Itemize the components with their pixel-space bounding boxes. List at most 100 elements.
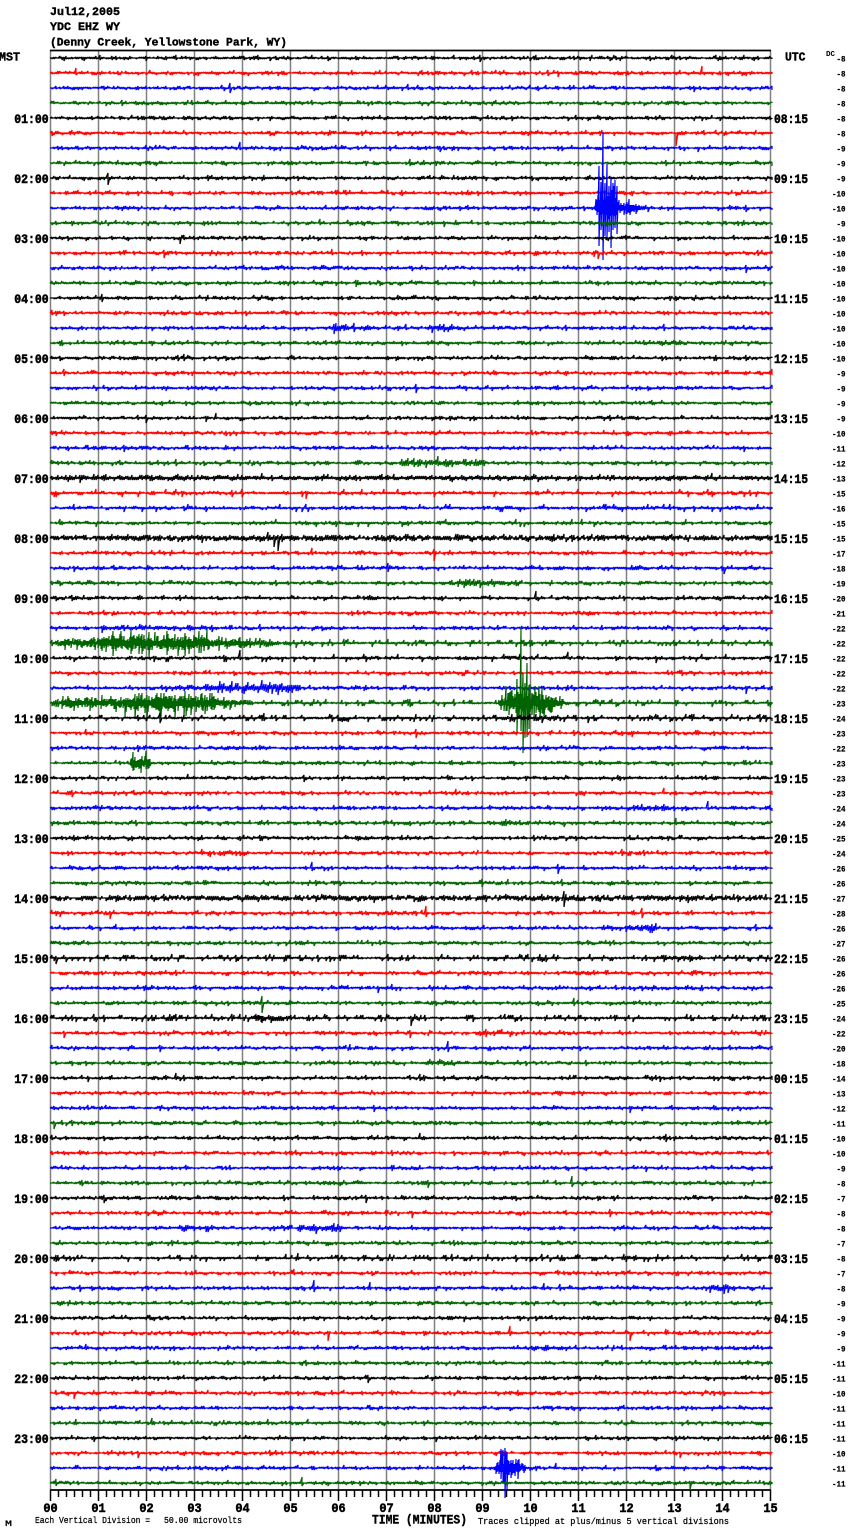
svg-text:-11: -11	[832, 445, 846, 455]
svg-text:-20: -20	[832, 1045, 846, 1055]
svg-text:-9: -9	[837, 160, 846, 170]
svg-text:02:15: 02:15	[774, 1193, 808, 1207]
svg-text:-8: -8	[837, 1210, 846, 1220]
svg-text:-22: -22	[832, 655, 846, 665]
svg-text:04:15: 04:15	[774, 1313, 808, 1327]
svg-text:-9: -9	[837, 145, 846, 155]
svg-text:-8: -8	[837, 1255, 846, 1265]
svg-text:-13: -13	[832, 475, 846, 485]
svg-text:-8: -8	[837, 85, 846, 95]
svg-text:12:00: 12:00	[14, 773, 49, 787]
svg-text:22:15: 22:15	[774, 953, 808, 967]
svg-text:-26: -26	[832, 925, 846, 935]
svg-text:20:00: 20:00	[14, 1253, 49, 1267]
svg-text:-10: -10	[832, 295, 846, 305]
svg-text:-9: -9	[837, 175, 846, 185]
svg-text:MST: MST	[0, 52, 20, 65]
svg-text:21:15: 21:15	[774, 893, 808, 907]
svg-text:-10: -10	[832, 430, 846, 440]
svg-text:-8: -8	[837, 1285, 846, 1295]
svg-text:10:00: 10:00	[14, 653, 49, 667]
svg-text:-25: -25	[832, 835, 846, 845]
svg-text:10: 10	[523, 1502, 537, 1516]
svg-text:16:15: 16:15	[774, 593, 808, 607]
svg-text:-8: -8	[837, 70, 846, 80]
svg-text:-24: -24	[832, 805, 846, 815]
svg-text:-9: -9	[837, 370, 846, 380]
svg-text:-28: -28	[832, 910, 846, 920]
svg-text:-10: -10	[832, 325, 846, 335]
svg-text:06:15: 06:15	[774, 1433, 808, 1447]
svg-text:-22: -22	[832, 625, 846, 635]
svg-text:-23: -23	[832, 790, 846, 800]
svg-text:-10: -10	[832, 190, 846, 200]
svg-text:-11: -11	[832, 1480, 846, 1490]
svg-text:-11: -11	[832, 1405, 846, 1415]
svg-text:07:00: 07:00	[14, 473, 49, 487]
svg-text:-9: -9	[837, 400, 846, 410]
svg-text:-24: -24	[832, 715, 846, 725]
svg-text:15:15: 15:15	[774, 533, 808, 547]
svg-text:23:15: 23:15	[774, 1013, 808, 1027]
svg-text:-11: -11	[832, 1435, 846, 1445]
svg-text:Each Vertical Division =: Each Vertical Division =	[35, 1516, 150, 1526]
svg-text:-26: -26	[832, 880, 846, 890]
svg-text:-11: -11	[832, 1420, 846, 1430]
svg-text:-10: -10	[832, 235, 846, 245]
svg-text:-24: -24	[832, 820, 846, 830]
svg-text:Traces clipped at plus/minus 5: Traces clipped at plus/minus 5 vertical …	[478, 1517, 729, 1527]
svg-text:-10: -10	[832, 250, 846, 260]
svg-text:-25: -25	[832, 1000, 846, 1010]
svg-text:-9: -9	[837, 385, 846, 395]
svg-text:-9: -9	[837, 1300, 846, 1310]
svg-text:03: 03	[187, 1502, 201, 1516]
svg-text:11: 11	[571, 1502, 585, 1516]
svg-text:10:15: 10:15	[774, 233, 808, 247]
svg-text:-15: -15	[832, 490, 846, 500]
svg-text:06:00: 06:00	[14, 413, 49, 427]
svg-text:09: 09	[475, 1502, 489, 1516]
svg-text:-11: -11	[832, 1120, 846, 1130]
svg-text:-22: -22	[832, 670, 846, 680]
svg-text:13:00: 13:00	[14, 833, 49, 847]
svg-text:-10: -10	[832, 1135, 846, 1145]
svg-text:19:15: 19:15	[774, 773, 808, 787]
svg-text:-9: -9	[837, 1345, 846, 1355]
svg-text:01: 01	[91, 1502, 105, 1516]
svg-text:-18: -18	[832, 1060, 846, 1070]
svg-text:Jul12,2005: Jul12,2005	[50, 7, 120, 19]
svg-text:-15: -15	[832, 535, 846, 545]
svg-text:-9: -9	[837, 220, 846, 230]
svg-text:08:15: 08:15	[774, 113, 808, 127]
svg-text:-26: -26	[832, 865, 846, 875]
svg-text:15:00: 15:00	[14, 953, 49, 967]
svg-text:01:00: 01:00	[14, 113, 49, 127]
svg-text:-27: -27	[832, 895, 846, 905]
svg-text:19:00: 19:00	[14, 1193, 49, 1207]
svg-text:00: 00	[43, 1502, 57, 1516]
svg-text:-23: -23	[832, 760, 846, 770]
svg-text:-7: -7	[837, 1240, 846, 1250]
svg-text:-10: -10	[832, 205, 846, 215]
svg-text:08: 08	[427, 1502, 441, 1516]
svg-text:00:15: 00:15	[774, 1073, 808, 1087]
svg-text:04: 04	[235, 1502, 250, 1516]
svg-text:03:15: 03:15	[774, 1253, 808, 1267]
svg-text:04:00: 04:00	[14, 293, 49, 307]
svg-text:14:00: 14:00	[14, 893, 49, 907]
svg-text:11:00: 11:00	[14, 713, 49, 727]
svg-text:17:15: 17:15	[774, 653, 808, 667]
svg-text:-17: -17	[832, 550, 846, 560]
svg-text:-26: -26	[832, 985, 846, 995]
svg-text:-20: -20	[832, 595, 846, 605]
svg-text:-21: -21	[832, 610, 846, 620]
svg-text:-11: -11	[832, 1360, 846, 1370]
svg-text:15: 15	[763, 1502, 777, 1516]
svg-text:-9: -9	[837, 1330, 846, 1340]
svg-text:12:15: 12:15	[774, 353, 808, 367]
svg-text:-10: -10	[832, 1450, 846, 1460]
svg-text:02:00: 02:00	[14, 173, 49, 187]
svg-text:-8: -8	[837, 1180, 846, 1190]
svg-text:18:00: 18:00	[14, 1133, 49, 1147]
svg-text:21:00: 21:00	[14, 1313, 49, 1327]
